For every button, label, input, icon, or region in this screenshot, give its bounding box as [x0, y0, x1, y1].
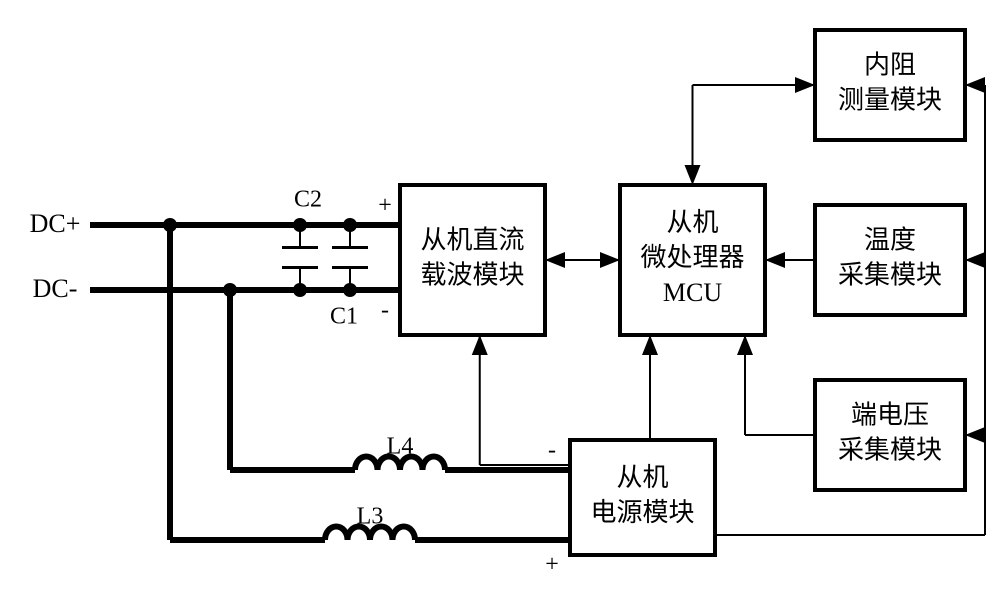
svg-text:电源模块: 电源模块 — [590, 498, 694, 527]
svg-text:载波模块: 载波模块 — [420, 261, 524, 290]
svg-text:从机直流: 从机直流 — [420, 225, 524, 254]
svg-text:DC-: DC- — [33, 274, 78, 303]
svg-text:+: + — [378, 193, 392, 219]
svg-text:L3: L3 — [357, 504, 384, 530]
diagram-canvas: 从机直流载波模块从机微处理器MCU内阻测量模块温度采集模块端电压采集模块从机电源… — [0, 0, 1000, 605]
svg-text:端电压: 端电压 — [851, 400, 929, 429]
svg-text:+: + — [545, 552, 559, 578]
svg-text:-: - — [381, 298, 389, 324]
svg-text:从机: 从机 — [666, 208, 718, 237]
svg-text:-: - — [548, 438, 556, 464]
svg-text:测量模块: 测量模块 — [838, 86, 942, 115]
svg-text:内阻: 内阻 — [864, 50, 916, 79]
svg-text:C1: C1 — [330, 304, 358, 330]
svg-text:从机: 从机 — [616, 463, 668, 492]
svg-text:MCU: MCU — [663, 278, 722, 307]
svg-text:C2: C2 — [294, 187, 322, 213]
svg-text:微处理器: 微处理器 — [640, 243, 744, 272]
svg-text:DC+: DC+ — [30, 209, 81, 238]
svg-text:采集模块: 采集模块 — [838, 436, 942, 465]
svg-text:采集模块: 采集模块 — [838, 261, 942, 290]
svg-text:L4: L4 — [387, 434, 414, 460]
svg-text:温度: 温度 — [864, 225, 916, 254]
